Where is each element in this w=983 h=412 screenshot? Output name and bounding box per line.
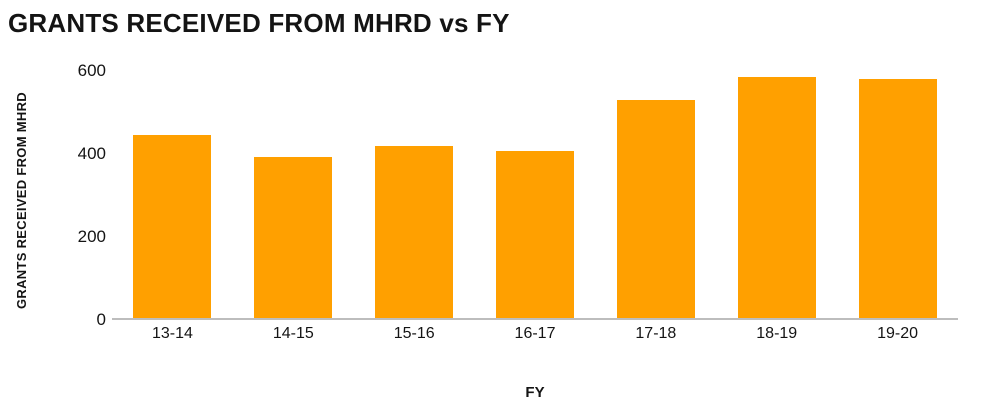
x-axis-ticks: 13-14 14-15 15-16 16-17 17-18 18-19 19-20	[112, 325, 958, 343]
x-tick-label: 18-19	[756, 325, 798, 342]
x-tick-label: 19-20	[877, 325, 919, 342]
y-tick-label: 200	[77, 227, 106, 246]
bar-16-17	[496, 150, 574, 318]
bar-15-16	[375, 145, 454, 318]
bar-17-18	[616, 100, 695, 318]
bar-slot	[716, 71, 837, 318]
x-axis-title: FY	[525, 384, 545, 401]
bar-slot	[233, 71, 354, 318]
bar-slot	[475, 71, 596, 318]
bar-slot	[837, 71, 958, 318]
y-tick-label: 0	[96, 310, 106, 329]
bar-19-20	[858, 79, 937, 318]
bar-18-19	[737, 77, 816, 318]
bar-slot	[354, 71, 475, 318]
bar-slot	[595, 71, 716, 318]
x-tick-label: 14-15	[272, 325, 314, 342]
y-tick-label: 400	[77, 144, 106, 163]
y-tick-label: 600	[77, 61, 106, 80]
plot-area	[112, 71, 958, 320]
x-tick-label: 16-17	[514, 325, 556, 342]
y-axis-title: GRANTS RECEIVED FROM MHRD	[14, 92, 29, 310]
x-tick-label: 13-14	[151, 325, 193, 342]
bar-13-14	[133, 135, 212, 318]
bar-14-15	[254, 157, 333, 318]
bar-slot	[112, 71, 233, 318]
x-tick-label: 17-18	[635, 325, 677, 342]
chart-title: GRANTS RECEIVED FROM MHRD vs FY	[8, 8, 510, 38]
y-axis-ticks: 0 200 400 600	[40, 61, 106, 329]
x-tick-label: 15-16	[393, 325, 435, 342]
